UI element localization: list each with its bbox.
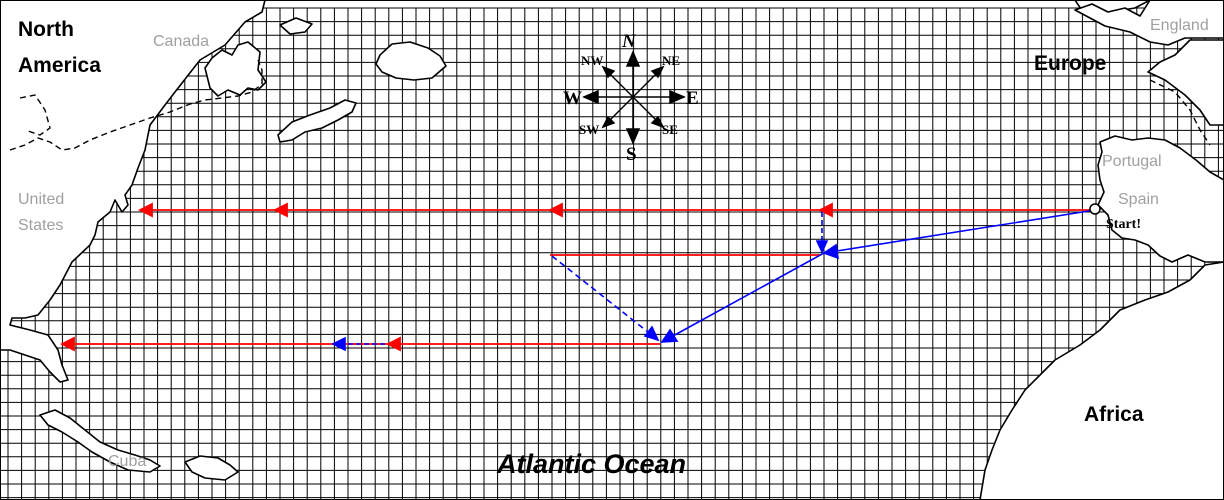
label-europe: Europe xyxy=(1034,52,1106,75)
east-arrow-icon xyxy=(669,89,686,105)
small-island-north xyxy=(279,17,313,35)
label-united-states-1: United xyxy=(18,191,64,208)
ne-arrow-icon xyxy=(650,65,665,79)
label-north-america-2: America xyxy=(18,54,101,77)
label-north-america-1: North xyxy=(18,18,74,41)
west-arrow-icon xyxy=(582,89,599,105)
compass-label-s: S xyxy=(626,144,637,165)
se-arrow-icon xyxy=(650,115,665,129)
red-arrow-1c xyxy=(547,202,563,218)
red-arrow-1a xyxy=(137,202,153,218)
blue-arrow-turn xyxy=(822,243,839,260)
blue-route xyxy=(331,209,1096,352)
compass-label-w: W xyxy=(563,88,582,109)
blue-arrow-west xyxy=(331,336,346,352)
north-arrow-icon xyxy=(625,50,641,67)
compass-label-e: E xyxy=(686,88,699,109)
border-lines xyxy=(9,59,1211,151)
red-arrow-1b xyxy=(272,202,288,218)
blue-dashed-se xyxy=(551,255,659,341)
blue-line-start-to-turn xyxy=(823,209,1096,254)
cuba-land xyxy=(39,409,161,473)
label-england: England xyxy=(1150,17,1209,34)
africa-land xyxy=(979,261,1224,500)
nova-scotia-land xyxy=(277,99,357,143)
blue-line-turn-to-sw xyxy=(661,252,825,343)
label-spain: Spain xyxy=(1118,191,1159,208)
south-arrow-icon xyxy=(625,128,641,145)
compass-label-se: SE xyxy=(662,122,678,137)
canada-us-border-west xyxy=(19,94,51,136)
europe-border xyxy=(1149,79,1211,146)
iberia-land xyxy=(1097,135,1224,263)
sw-arrow-icon xyxy=(601,115,616,129)
newfoundland-land xyxy=(204,41,267,97)
canada-us-border xyxy=(9,59,263,151)
label-africa: Africa xyxy=(1084,403,1144,426)
nw-arrow-icon xyxy=(601,65,616,79)
blue-arrow-south xyxy=(815,240,829,254)
red-route-1 xyxy=(137,202,1095,218)
red-arrow-3a xyxy=(59,336,75,352)
blue-arrow-sw xyxy=(660,328,679,343)
label-united-states-2: States xyxy=(18,217,63,234)
hispaniola-land xyxy=(184,455,239,481)
label-atlantic-ocean: Atlantic Ocean xyxy=(496,449,686,479)
compass-label-n: N xyxy=(621,31,637,52)
label-start: Start! xyxy=(1106,217,1141,232)
compass-nesw-line xyxy=(605,69,661,125)
blue-arrow-se xyxy=(643,325,660,342)
voyage-routes xyxy=(59,202,1101,352)
start-marker xyxy=(1089,203,1101,215)
compass-label-sw: SW xyxy=(579,122,599,137)
label-cuba: Cuba xyxy=(108,453,146,470)
compass-label-ne: NE xyxy=(662,53,680,68)
label-canada: Canada xyxy=(153,33,209,50)
label-portugal: Portugal xyxy=(1102,153,1162,170)
red-arrow-3b xyxy=(385,336,401,352)
england-land xyxy=(1074,0,1224,46)
red-arrow-1d xyxy=(817,202,833,218)
compass-rose xyxy=(582,50,686,145)
compass-label-nw: NW xyxy=(581,53,603,68)
small-island-north2 xyxy=(375,41,447,81)
north-america-land xyxy=(0,0,266,383)
